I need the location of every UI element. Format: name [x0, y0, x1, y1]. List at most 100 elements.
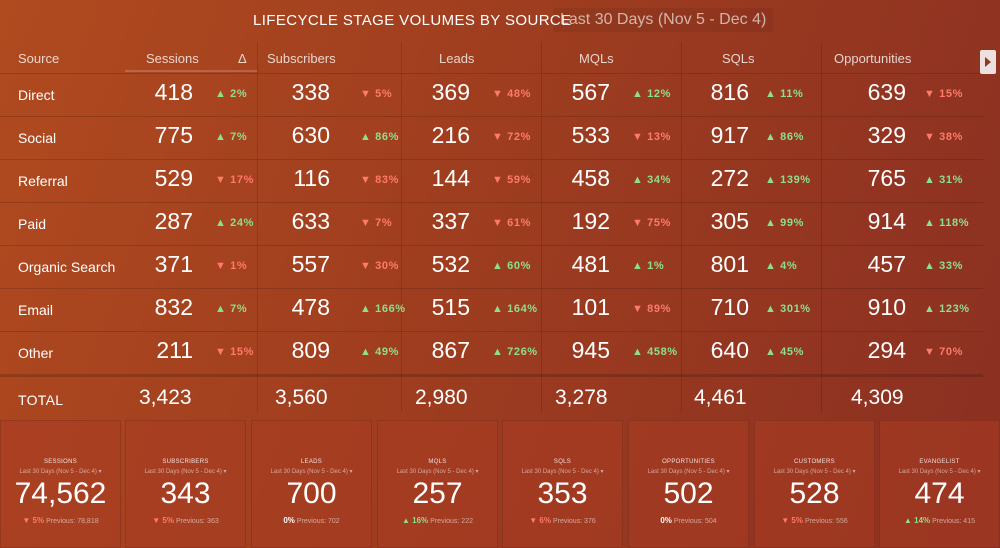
- change-percent: 118%: [939, 217, 970, 229]
- triangle-down-icon: ▼: [360, 88, 376, 100]
- kpi-date-range[interactable]: Last 30 Days (Nov 5 - Dec 4) ▾: [629, 468, 748, 475]
- table-row: Organic Search 371 ▼ 1% 557 ▼ 30% 532 ▲ 60% 481…: [0, 245, 983, 289]
- kpi-comparison: ▼ 5% Previous: 78,818: [1, 516, 120, 525]
- triangle-down-icon: ▼: [492, 174, 508, 186]
- change-percent: 166%: [375, 303, 406, 315]
- column-header-subscribers[interactable]: Subscribers: [267, 51, 336, 66]
- kpi-change-percent: 0%: [283, 516, 295, 525]
- triangle-up-icon: ▲: [360, 303, 376, 315]
- mqls-value: 458: [571, 165, 610, 191]
- kpi-date-text: Last 30 Days (Nov 5 - Dec 4): [647, 469, 725, 475]
- kpi-change-percent: 5%: [791, 516, 803, 525]
- triangle-up-icon: ▲: [904, 516, 915, 525]
- change-percent: 1%: [647, 260, 665, 272]
- kpi-date-range[interactable]: Last 30 Days (Nov 5 - Dec 4) ▾: [880, 468, 999, 475]
- kpi-comparison: ▲ 16% Previous: 222: [378, 516, 497, 525]
- total-opportunities: 4,309: [851, 386, 904, 409]
- kpi-comparison: ▼ 5% Previous: 363: [126, 516, 245, 525]
- kpi-card-leads[interactable]: LEADS Last 30 Days (Nov 5 - Dec 4) ▾ 700 0%…: [251, 420, 372, 548]
- source-label: Social: [18, 130, 57, 146]
- opportunities-change: ▼ 38%: [924, 131, 963, 143]
- column-header-mqls[interactable]: MQLs: [579, 51, 614, 66]
- date-range-selector[interactable]: Last 30 Days (Nov 5 - Dec 4): [553, 8, 774, 32]
- triangle-up-icon: ▲: [402, 516, 413, 525]
- column-header-source[interactable]: Source: [18, 51, 60, 66]
- change-percent: 726%: [507, 346, 538, 358]
- kpi-card-evangelist[interactable]: EVANGELIST Last 30 Days (Nov 5 - Dec 4) ▾…: [879, 420, 1000, 548]
- column-header-leads[interactable]: Leads: [439, 51, 475, 66]
- kpi-card-customers[interactable]: CUSTOMERS Last 30 Days (Nov 5 - Dec 4) ▾ 5…: [754, 420, 875, 548]
- change-percent: 33%: [939, 260, 963, 272]
- column-header-opportunities[interactable]: Opportunities: [834, 51, 912, 66]
- change-percent: 38%: [939, 131, 963, 143]
- triangle-down-icon: ▼: [492, 217, 508, 229]
- triangle-up-icon: ▲: [492, 260, 508, 272]
- kpi-comparison: 0% Previous: 702: [252, 516, 371, 525]
- change-percent: 75%: [647, 217, 671, 229]
- sqls-value: 640: [710, 337, 749, 363]
- kpi-date-range[interactable]: Last 30 Days (Nov 5 - Dec 4) ▾: [503, 468, 622, 475]
- column-header-sqls[interactable]: SQLs: [722, 51, 755, 66]
- table-row: Referral 529 ▼ 17% 116 ▼ 83% 144 ▼ 59% 458 ▲ 34%…: [0, 159, 983, 203]
- change-percent: 11%: [780, 88, 804, 100]
- mqls-value: 101: [571, 294, 610, 320]
- mqls-change: ▲ 1%: [632, 260, 664, 272]
- source-label: Referral: [18, 173, 68, 189]
- sessions-value: 832: [154, 294, 193, 320]
- opportunities-change: ▲ 33%: [924, 260, 963, 272]
- kpi-date-range[interactable]: Last 30 Days (Nov 5 - Dec 4) ▾: [1, 468, 120, 475]
- caret-down-icon: ▾: [221, 469, 227, 475]
- triangle-down-icon: ▼: [924, 88, 940, 100]
- triangle-down-icon: ▼: [360, 217, 376, 229]
- kpi-date-range[interactable]: Last 30 Days (Nov 5 - Dec 4) ▾: [126, 468, 245, 475]
- kpi-comparison: ▼ 5% Previous: 556: [755, 516, 874, 525]
- change-percent: 7%: [375, 217, 393, 229]
- column-header-sessions[interactable]: Sessions: [146, 51, 199, 66]
- change-percent: 70%: [939, 346, 963, 358]
- kpi-date-range[interactable]: Last 30 Days (Nov 5 - Dec 4) ▾: [755, 468, 874, 475]
- kpi-card-opportunities[interactable]: OPPORTUNITIES Last 30 Days (Nov 5 - Dec 4…: [628, 420, 749, 548]
- opportunities-change: ▼ 15%: [924, 88, 963, 100]
- sessions-change: ▼ 17%: [215, 174, 254, 186]
- change-percent: 48%: [507, 88, 531, 100]
- kpi-date-text: Last 30 Days (Nov 5 - Dec 4): [521, 469, 599, 475]
- triangle-up-icon: ▲: [360, 131, 376, 143]
- kpi-card-subscribers[interactable]: SUBSCRIBERS Last 30 Days (Nov 5 - Dec 4) …: [125, 420, 246, 548]
- triangle-down-icon: ▼: [360, 260, 376, 272]
- change-percent: 34%: [647, 174, 671, 186]
- sqls-value: 272: [710, 165, 749, 191]
- triangle-up-icon: ▲: [632, 174, 648, 186]
- chevron-right-icon: [985, 57, 991, 67]
- leads-value: 369: [431, 79, 470, 105]
- kpi-previous: Previous: 556: [804, 518, 848, 525]
- kpi-card-sqls[interactable]: SQLS Last 30 Days (Nov 5 - Dec 4) ▾ 353 ▼ 6…: [502, 420, 623, 548]
- change-percent: 61%: [507, 217, 531, 229]
- subscribers-change: ▲ 49%: [360, 346, 399, 358]
- kpi-previous: Previous: 222: [430, 518, 473, 525]
- kpi-change: ▲ 14%: [904, 516, 930, 525]
- leads-value: 337: [431, 208, 470, 234]
- kpi-date-range[interactable]: Last 30 Days (Nov 5 - Dec 4) ▾: [378, 468, 497, 475]
- scroll-right-button[interactable]: [980, 50, 996, 74]
- kpi-card-sessions[interactable]: SESSIONS Last 30 Days (Nov 5 - Dec 4) ▾ 74…: [0, 420, 121, 548]
- triangle-down-icon: ▼: [632, 303, 648, 315]
- triangle-down-icon: ▼: [215, 174, 231, 186]
- change-percent: 45%: [780, 346, 804, 358]
- mqls-change: ▲ 34%: [632, 174, 671, 186]
- kpi-date-text: Last 30 Days (Nov 5 - Dec 4): [270, 469, 348, 475]
- kpi-title: OPPORTUNITIES: [662, 459, 715, 465]
- kpi-date-text: Last 30 Days (Nov 5 - Dec 4): [144, 469, 222, 475]
- triangle-up-icon: ▲: [215, 217, 231, 229]
- subscribers-value: 557: [291, 251, 330, 277]
- kpi-value: 474: [914, 477, 965, 510]
- leads-value: 216: [431, 122, 470, 148]
- mqls-value: 192: [571, 208, 610, 234]
- sqls-value: 801: [710, 251, 749, 277]
- triangle-down-icon: ▼: [152, 516, 163, 525]
- kpi-card-mqls[interactable]: MQLS Last 30 Days (Nov 5 - Dec 4) ▾ 257 ▲ 1…: [377, 420, 498, 548]
- kpi-date-range[interactable]: Last 30 Days (Nov 5 - Dec 4) ▾: [252, 468, 371, 475]
- sort-delta-icon[interactable]: Δ: [238, 51, 247, 66]
- kpi-comparison: ▲ 14% Previous: 415: [880, 516, 999, 525]
- triangle-up-icon: ▲: [215, 88, 231, 100]
- total-sessions: 3,423: [139, 386, 192, 409]
